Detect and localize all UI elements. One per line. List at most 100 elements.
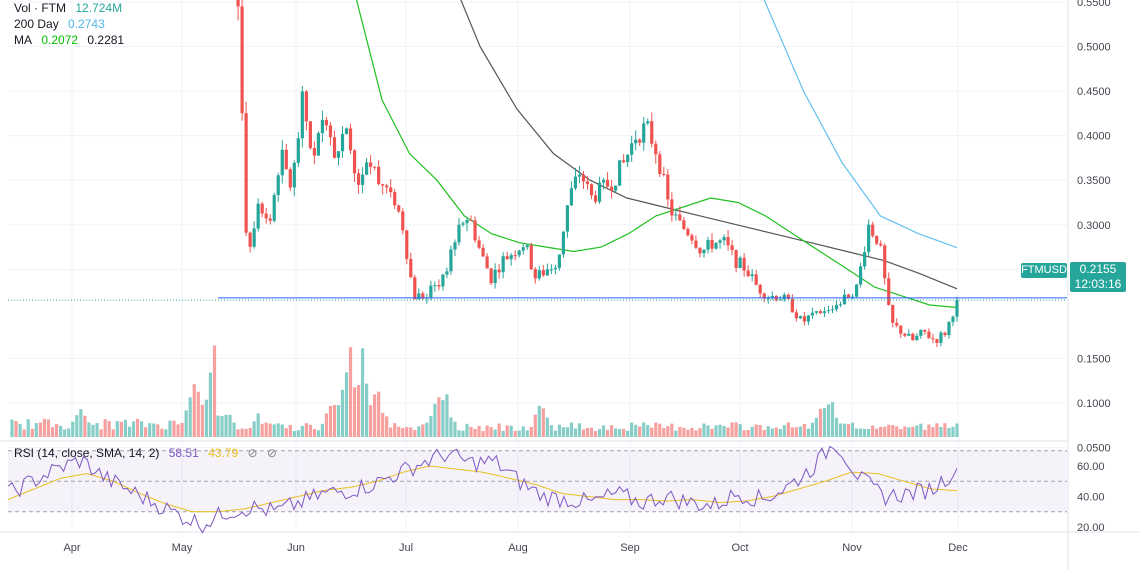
volume-bar <box>662 427 666 437</box>
candle-body <box>931 338 935 340</box>
volume-bar <box>529 426 533 437</box>
volume-bar <box>553 430 557 437</box>
candle-body <box>903 333 907 336</box>
candle-body <box>417 293 421 300</box>
candle-body <box>939 332 943 343</box>
volume-bar <box>830 402 835 437</box>
volume-bar <box>441 400 445 437</box>
rsi-legend: RSI (14, close, SMA, 14, 2) 58.51 43.79 … <box>14 446 283 460</box>
volume-bar <box>517 430 521 437</box>
candle-body <box>369 162 373 167</box>
volume-bar <box>593 431 598 437</box>
volume-bar <box>545 417 549 437</box>
volume-bar <box>818 408 823 437</box>
volume-bar <box>634 424 638 437</box>
candle-body <box>557 254 561 268</box>
volume-bar <box>369 405 373 437</box>
support-line <box>8 297 1067 301</box>
volume-bar <box>666 426 670 437</box>
candle-body <box>887 278 891 305</box>
volume-bar <box>304 423 308 437</box>
volume-bar <box>453 421 457 437</box>
candle-body <box>786 294 790 299</box>
candle-body <box>268 218 272 221</box>
rsi-pane <box>7 445 1067 534</box>
volume-bar <box>770 428 774 437</box>
candle-body <box>513 255 517 257</box>
volume-bar <box>292 431 296 437</box>
time-tick-dec: Dec <box>948 542 968 554</box>
candle-body <box>489 268 493 284</box>
volume-bar <box>280 424 284 437</box>
volume-bar <box>618 429 622 437</box>
volume-bar <box>87 422 91 437</box>
candle-body <box>654 143 658 155</box>
volume-bar <box>489 427 493 437</box>
volume-bar <box>457 430 461 437</box>
volume-bar <box>381 412 385 437</box>
volume-bar <box>160 428 164 437</box>
candle-body <box>838 304 843 306</box>
eye-off-icon[interactable]: ⊘ <box>247 446 258 460</box>
candle-body <box>405 230 409 259</box>
volume-bar <box>352 387 357 437</box>
volume-bar <box>180 422 184 437</box>
candle-body <box>738 257 742 269</box>
candle-body <box>634 139 638 144</box>
volume-bar <box>955 423 959 437</box>
candle-body <box>272 195 276 221</box>
candle-body <box>352 150 357 174</box>
candle-body <box>702 249 706 254</box>
candle-body <box>409 258 413 278</box>
candle-body <box>453 242 457 250</box>
candle-body <box>609 186 614 191</box>
candle-body <box>666 174 670 200</box>
candle-body <box>842 294 847 305</box>
candle-body <box>477 240 481 248</box>
sma200-path <box>763 0 958 249</box>
price-tick-label: 0.5500 <box>1077 0 1111 9</box>
candle-body <box>365 162 369 175</box>
candle-body <box>320 119 325 134</box>
volume-bar <box>42 418 46 437</box>
volume-bar <box>405 427 409 437</box>
volume-bar <box>919 423 923 437</box>
candle-body <box>646 121 650 124</box>
sma200-legend: 200 Day 0.2743 <box>14 16 111 32</box>
volume-bar <box>272 424 276 437</box>
volume-bar <box>730 422 734 437</box>
volume-bar <box>754 424 758 437</box>
eye-off-icon[interactable]: ⊘ <box>266 446 277 460</box>
volume-bar <box>798 426 802 437</box>
candle-body <box>814 311 819 313</box>
volume-bar <box>806 428 810 437</box>
candle-body <box>360 174 365 185</box>
candle-body <box>859 266 863 285</box>
volume-bar <box>288 424 292 437</box>
candle-body <box>332 137 337 158</box>
volume-bar <box>481 431 485 437</box>
volume-bar <box>589 427 594 437</box>
time-axis[interactable]: Apr May Jun Jul Aug Sep Oct Nov Dec <box>63 542 968 554</box>
candle-body <box>276 175 280 196</box>
candle-body <box>907 333 911 336</box>
volume-bar <box>176 424 180 437</box>
volume-bar <box>240 428 244 437</box>
volume-bar <box>859 428 863 437</box>
volume-bar <box>14 421 18 437</box>
candle-body <box>421 293 425 299</box>
volume-bar <box>46 419 51 437</box>
candle-body <box>750 274 754 277</box>
candle-body <box>802 316 806 322</box>
candle-body <box>871 224 875 236</box>
price-tick-label: 0.3000 <box>1077 220 1111 232</box>
volume-bar <box>393 423 397 437</box>
candle-body <box>935 339 939 343</box>
candle-body <box>252 228 256 247</box>
time-tick-jul: Jul <box>399 542 413 554</box>
volume-bar <box>63 429 67 437</box>
volume-bar <box>413 429 417 437</box>
volume-bar <box>537 405 541 437</box>
volume-legend: Vol · FTM 12.724M <box>14 0 128 16</box>
